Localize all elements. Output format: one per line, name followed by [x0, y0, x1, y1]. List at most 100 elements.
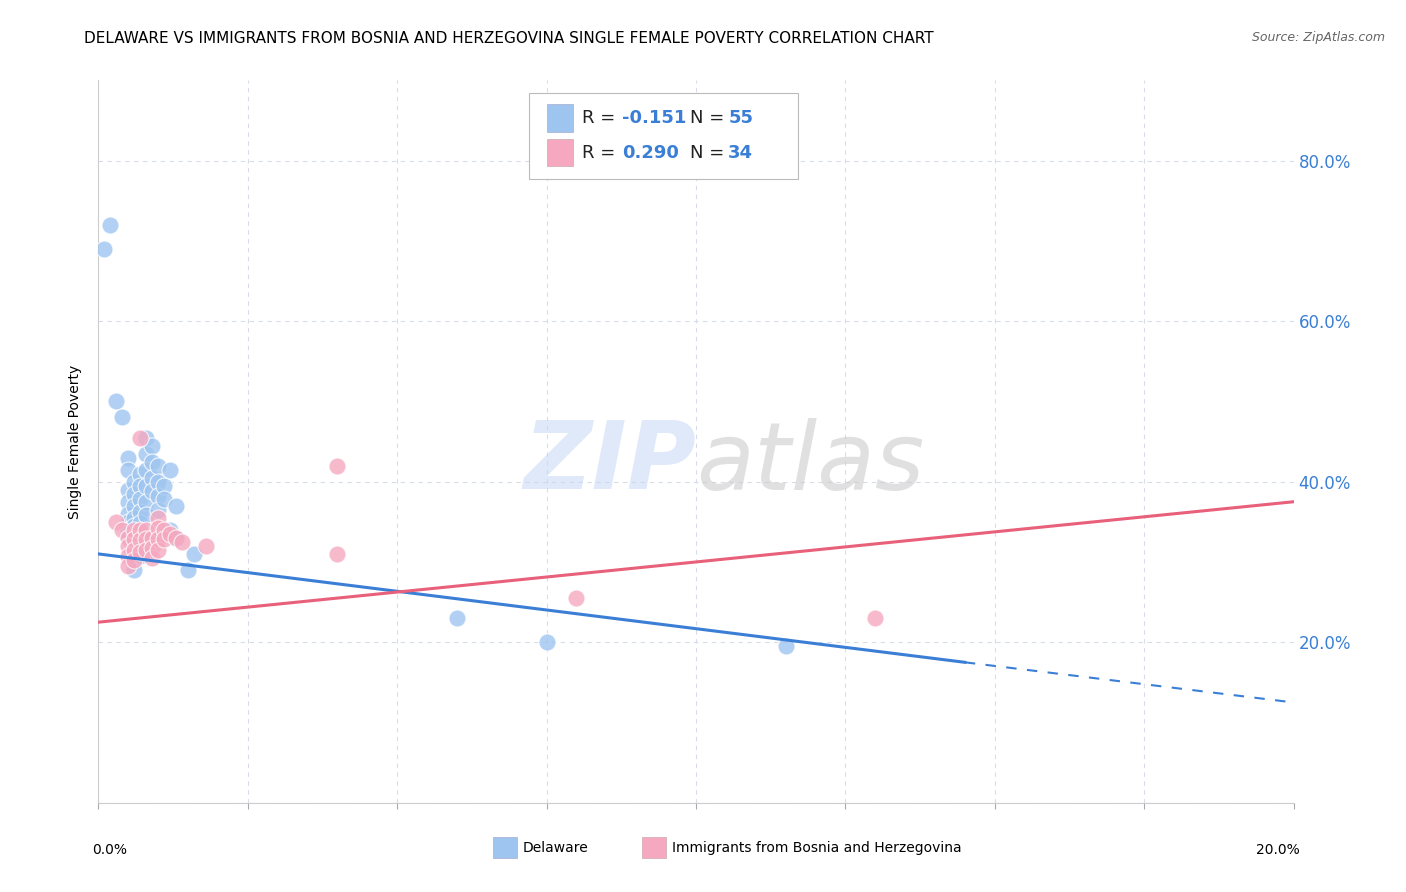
Point — [124, 555, 146, 569]
Point — [129, 533, 152, 548]
Text: Immigrants from Bosnia and Herzegovina: Immigrants from Bosnia and Herzegovina — [672, 840, 962, 855]
Point — [135, 430, 157, 444]
Point — [141, 541, 163, 555]
Point — [565, 591, 588, 605]
Point — [129, 523, 152, 537]
Point — [153, 492, 176, 507]
Point — [183, 547, 205, 561]
Point — [124, 499, 146, 513]
Point — [117, 494, 139, 508]
Point — [159, 526, 181, 541]
Point — [141, 531, 163, 545]
Point — [159, 462, 181, 476]
Text: 20.0%: 20.0% — [1256, 843, 1299, 856]
FancyBboxPatch shape — [547, 104, 572, 132]
Point — [124, 518, 146, 533]
Text: 34: 34 — [728, 144, 754, 161]
Point — [135, 446, 157, 460]
FancyBboxPatch shape — [547, 139, 572, 166]
Point — [124, 526, 146, 541]
Point — [141, 438, 163, 452]
Point — [326, 547, 349, 561]
Point — [135, 508, 157, 523]
Text: N =: N = — [690, 109, 730, 127]
Point — [129, 537, 152, 551]
Text: 0.290: 0.290 — [621, 144, 679, 161]
Point — [124, 563, 146, 577]
Point — [148, 502, 170, 516]
Point — [165, 531, 187, 545]
Point — [124, 547, 146, 561]
Text: ZIP: ZIP — [523, 417, 696, 509]
Text: 55: 55 — [728, 109, 754, 127]
FancyBboxPatch shape — [643, 838, 666, 858]
Point — [117, 539, 139, 553]
Point — [865, 611, 887, 625]
Point — [117, 507, 139, 521]
Point — [129, 478, 152, 492]
Point — [124, 475, 146, 489]
Point — [129, 492, 152, 507]
Point — [148, 489, 170, 503]
Point — [165, 531, 187, 545]
Text: atlas: atlas — [696, 417, 924, 508]
Text: Delaware: Delaware — [523, 840, 589, 855]
Point — [98, 218, 122, 232]
Point — [124, 539, 146, 553]
Point — [141, 470, 163, 484]
Point — [141, 484, 163, 499]
Point — [153, 478, 176, 492]
Text: Source: ZipAtlas.com: Source: ZipAtlas.com — [1251, 31, 1385, 45]
Text: 0.0%: 0.0% — [93, 843, 128, 856]
Point — [148, 510, 170, 524]
Point — [141, 550, 163, 566]
Point — [165, 499, 187, 513]
Point — [148, 475, 170, 489]
Point — [93, 242, 115, 256]
Text: -0.151: -0.151 — [621, 109, 686, 127]
Point — [135, 478, 157, 492]
Point — [117, 523, 139, 537]
Point — [536, 635, 558, 649]
Point — [195, 539, 218, 553]
Point — [129, 505, 152, 519]
Point — [117, 483, 139, 497]
Point — [111, 523, 134, 537]
Point — [135, 523, 157, 537]
Point — [172, 534, 194, 549]
Point — [124, 533, 146, 547]
Point — [129, 545, 152, 559]
Point — [124, 486, 146, 500]
Point — [148, 542, 170, 557]
Point — [135, 462, 157, 476]
Point — [326, 458, 349, 473]
Text: DELAWARE VS IMMIGRANTS FROM BOSNIA AND HERZEGOVINA SINGLE FEMALE POVERTY CORRELA: DELAWARE VS IMMIGRANTS FROM BOSNIA AND H… — [84, 31, 934, 46]
Point — [111, 410, 134, 425]
Point — [129, 549, 152, 563]
Point — [148, 533, 170, 547]
Point — [159, 523, 181, 537]
Text: R =: R = — [582, 144, 621, 161]
Point — [129, 430, 152, 444]
Point — [129, 526, 152, 541]
Point — [148, 521, 170, 535]
Point — [177, 563, 200, 577]
Point — [117, 462, 139, 476]
Point — [148, 458, 170, 473]
Point — [117, 558, 139, 574]
Point — [105, 515, 128, 529]
Point — [117, 531, 139, 545]
Point — [124, 523, 146, 537]
FancyBboxPatch shape — [494, 838, 517, 858]
Point — [135, 533, 157, 547]
Point — [117, 549, 139, 563]
Point — [141, 454, 163, 469]
FancyBboxPatch shape — [529, 93, 797, 179]
Point — [124, 542, 146, 557]
Point — [129, 516, 152, 531]
Point — [135, 542, 157, 557]
Point — [129, 467, 152, 481]
Y-axis label: Single Female Poverty: Single Female Poverty — [69, 365, 83, 518]
Point — [775, 639, 797, 653]
Point — [117, 515, 139, 529]
